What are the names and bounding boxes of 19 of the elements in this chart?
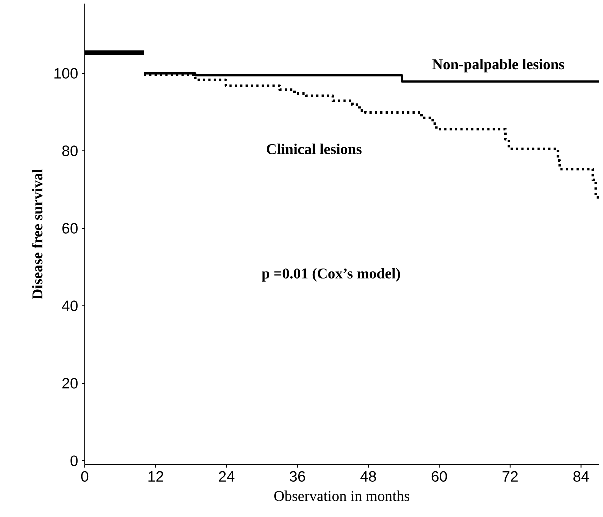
x-tick-label: 84	[574, 471, 590, 482]
x-tick-label: 0	[81, 471, 89, 482]
x-tick-label: 72	[502, 471, 518, 482]
x-tick-label: 24	[219, 471, 235, 482]
series-label: Non-palpable lesions	[432, 59, 564, 73]
y-tick-label: 80	[62, 146, 78, 156]
x-tick-label: 36	[290, 471, 306, 482]
x-tick-label: 60	[432, 471, 448, 482]
annotation: p =0.01 (Cox’s model)	[262, 268, 400, 282]
x-axis-title: Observation in months	[274, 490, 410, 502]
y-tick-label: 40	[62, 300, 78, 312]
y-tick-label: 60	[62, 223, 78, 234]
x-tick-label: 48	[360, 471, 376, 482]
y-axis-title: Disease free survival	[32, 169, 43, 300]
y-tick-label: 100	[54, 68, 78, 79]
y-tick-label: 0	[70, 456, 78, 466]
y-tick-label: 20	[62, 378, 78, 389]
text: Clinical lesions	[267, 144, 362, 154]
x-tick-label: 12	[148, 471, 164, 482]
